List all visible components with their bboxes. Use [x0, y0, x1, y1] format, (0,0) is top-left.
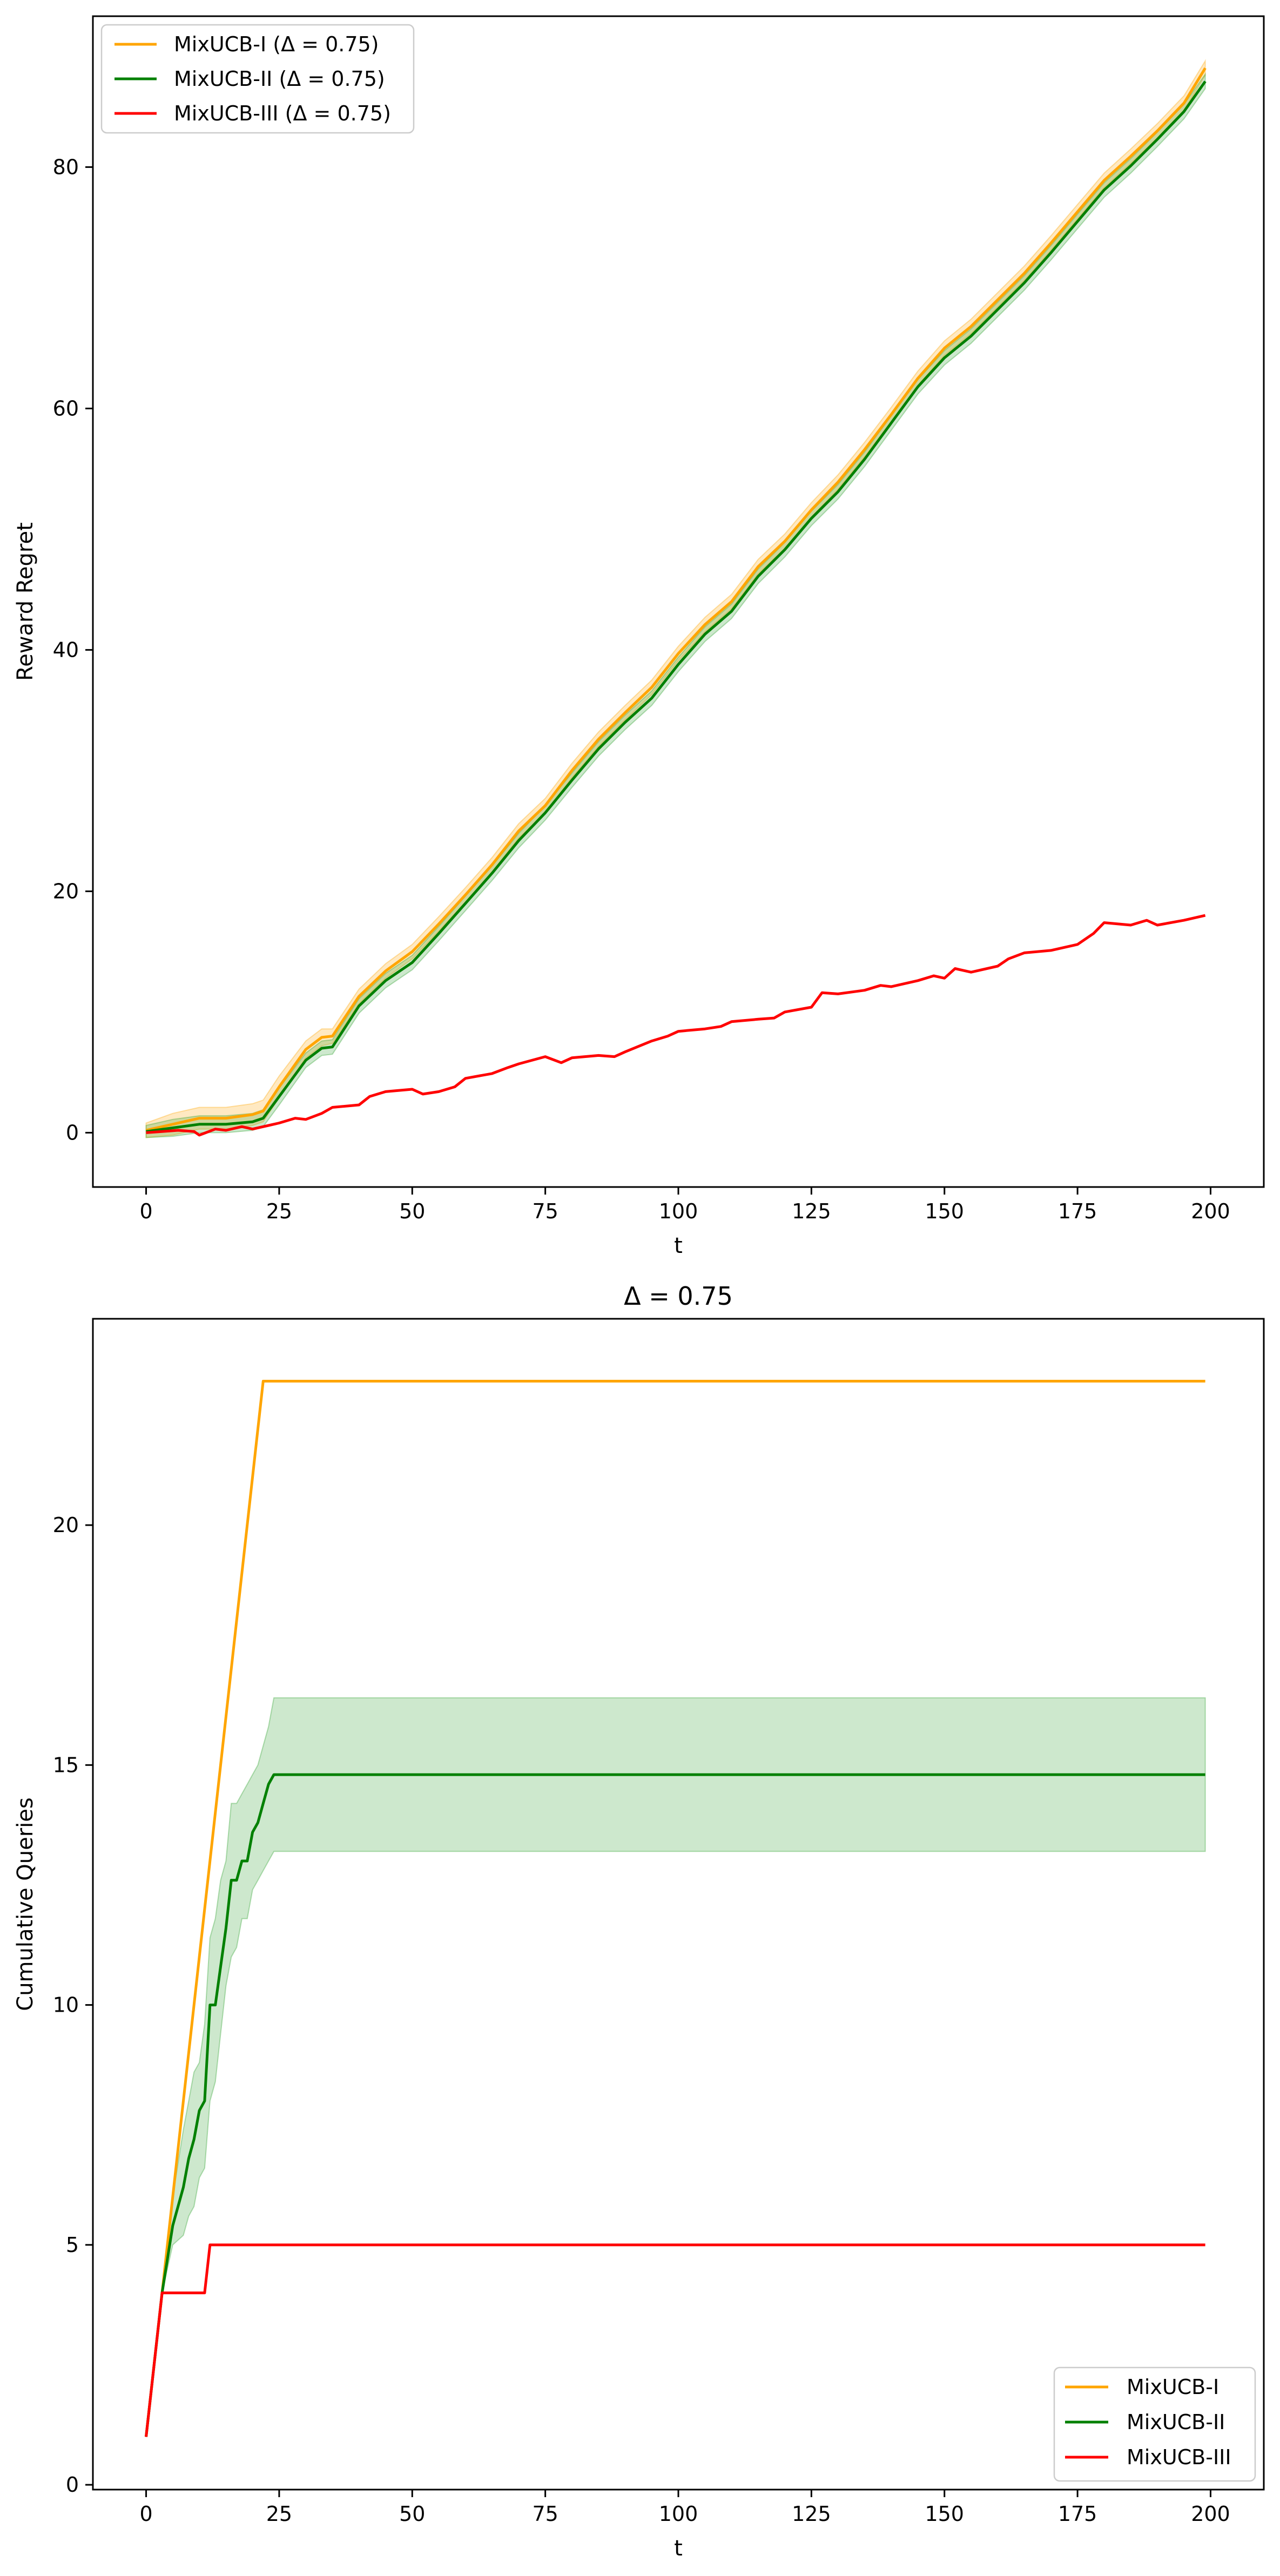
y-tick-label: 60: [53, 396, 79, 420]
x-axis-ticks: 0 25 50 75 100 125 150 175 200: [139, 1187, 1230, 1223]
x-tick-label: 25: [266, 1199, 292, 1223]
x-tick-label: 50: [399, 2502, 425, 2526]
legend-label-mixucb-iii: MixUCB-III (Δ = 0.75): [174, 102, 391, 125]
y-tick-label: 5: [66, 2233, 79, 2257]
y-tick-label: 20: [53, 879, 79, 903]
legend-label-mixucb-ii: MixUCB-II: [1127, 2410, 1225, 2434]
x-tick-label: 75: [532, 1199, 558, 1223]
y-tick-label: 80: [53, 155, 79, 179]
legend-entry-mixucb-iii: MixUCB-III (Δ = 0.75): [114, 102, 391, 125]
legend-entry-mixucb-ii: MixUCB-II: [1065, 2410, 1225, 2434]
x-tick-label: 175: [1058, 2502, 1097, 2526]
legend-label-mixucb-i: MixUCB-I: [1127, 2375, 1219, 2399]
x-tick-label: 200: [1191, 1199, 1230, 1223]
legend-label-mixucb-ii: MixUCB-II (Δ = 0.75): [174, 67, 385, 91]
series-line-mixucb-ii: [146, 80, 1207, 1133]
y-tick-label: 15: [53, 1753, 79, 1777]
series-line-mixucb-iii: [145, 2243, 1205, 2437]
x-tick-label: 25: [266, 2502, 292, 2526]
legend: MixUCB-I (Δ = 0.75) MixUCB-II (Δ = 0.75)…: [100, 24, 415, 134]
x-tick-label: 200: [1191, 2502, 1230, 2526]
y-axis-label: Cumulative Queries: [13, 1797, 38, 2011]
y-tick-label: 0: [66, 1121, 79, 1144]
legend-entry-mixucb-iii: MixUCB-III: [1065, 2445, 1231, 2469]
x-tick-label: 175: [1058, 1199, 1097, 1223]
x-tick-label: 100: [659, 2502, 698, 2526]
y-tick-label: 40: [53, 638, 79, 662]
x-axis-label: t: [674, 2536, 683, 2561]
series-line-mixucb-ii: [145, 1773, 1205, 2437]
y-axis-ticks: 0 20 40 60 80: [53, 155, 93, 1144]
x-tick-label: 150: [925, 1199, 964, 1223]
x-tick-label: 0: [139, 1199, 152, 1223]
series-lines: [145, 67, 1207, 1137]
y-axis-ticks: 0 5 10 15 20: [53, 1513, 93, 2497]
series-lines: [145, 1380, 1205, 2437]
chart-title: Δ = 0.75: [624, 1282, 733, 1311]
legend: MixUCB-I MixUCB-II MixUCB-III: [1053, 2366, 1256, 2482]
y-axis-label: Reward Regret: [13, 522, 38, 681]
cumulative-queries-panel: Δ = 0.75 0 25 50 75 100 125 150 175 200 0 5 10 15 20…: [13, 1282, 1265, 2561]
x-tick-label: 125: [792, 2502, 831, 2526]
legend-entry-mixucb-i: MixUCB-I (Δ = 0.75): [114, 32, 379, 56]
x-axis-label: t: [674, 1233, 683, 1258]
x-tick-label: 75: [532, 2502, 558, 2526]
series-line-mixucb-iii: [146, 914, 1206, 1137]
y-tick-label: 0: [66, 2473, 79, 2497]
x-tick-label: 50: [399, 1199, 425, 1223]
legend-entry-mixucb-ii: MixUCB-II (Δ = 0.75): [114, 67, 385, 91]
legend-entry-mixucb-i: MixUCB-I: [1065, 2375, 1219, 2399]
legend-label-mixucb-i: MixUCB-I (Δ = 0.75): [174, 32, 379, 56]
legend-box: [100, 24, 415, 134]
y-tick-label: 10: [53, 1993, 79, 2017]
x-tick-label: 150: [925, 2502, 964, 2526]
series-line-mixucb-i: [145, 67, 1207, 1132]
legend-box: [1053, 2366, 1256, 2482]
x-axis-ticks: 0 25 50 75 100 125 150 175 200: [139, 2490, 1230, 2526]
reward-regret-panel: 0 25 50 75 100 125 150 175 200 0 20 40 60 80 t Rewar…: [13, 15, 1265, 1258]
y-tick-label: 20: [53, 1513, 79, 1537]
x-tick-label: 100: [659, 1199, 698, 1223]
legend-label-mixucb-iii: MixUCB-III: [1127, 2445, 1231, 2469]
x-tick-label: 0: [139, 2502, 152, 2526]
x-tick-label: 125: [792, 1199, 831, 1223]
